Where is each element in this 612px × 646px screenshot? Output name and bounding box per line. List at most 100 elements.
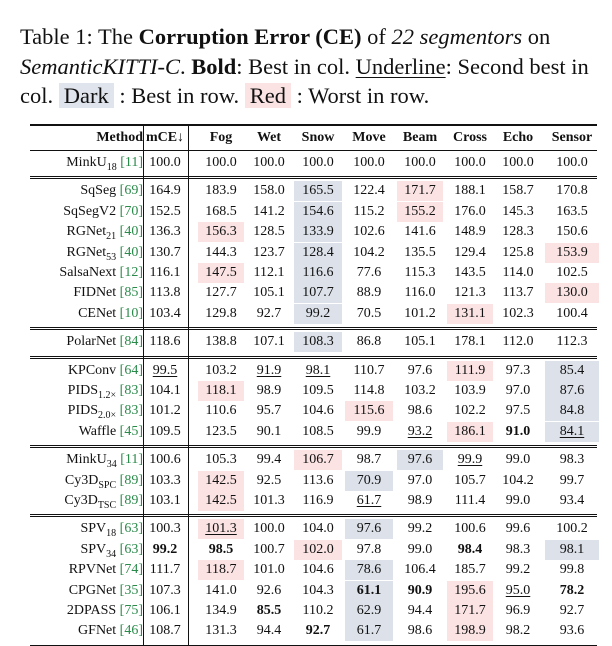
table-rule bbox=[30, 124, 597, 126]
citation-link[interactable]: [63] bbox=[119, 541, 143, 557]
ce-value: 90.9 bbox=[407, 582, 433, 598]
ce-value: 110.6 bbox=[205, 403, 237, 419]
ce-value: 130.0 bbox=[545, 283, 599, 304]
ce-value: 115.6 bbox=[345, 401, 393, 422]
ce-value: 186.1 bbox=[447, 421, 493, 442]
ce-value: 148.9 bbox=[454, 224, 486, 240]
citation-link[interactable]: [40] bbox=[119, 244, 143, 260]
ce-value: 123.5 bbox=[205, 423, 237, 439]
citation-link[interactable]: [83] bbox=[119, 383, 143, 398]
citation-link[interactable]: [63] bbox=[119, 521, 143, 537]
ce-value: 61.7 bbox=[356, 493, 382, 508]
method-name: Cy3DSPC [89] bbox=[64, 472, 143, 491]
ce-value: 100.7 bbox=[253, 541, 285, 557]
ce-value: 113.6 bbox=[302, 472, 334, 488]
citation-link[interactable]: [70] bbox=[119, 203, 143, 219]
ce-value: 110.7 bbox=[353, 362, 385, 378]
citation-link[interactable]: [83] bbox=[119, 403, 143, 419]
ce-value: 158.7 bbox=[502, 183, 534, 199]
ce-value: 98.1 bbox=[305, 362, 331, 378]
ce-value: 135.5 bbox=[404, 244, 436, 260]
method-name: RGNet21 [40] bbox=[66, 224, 144, 242]
mce-value: 103.3 bbox=[149, 472, 181, 488]
citation-link[interactable]: [46] bbox=[119, 623, 143, 639]
citation-link[interactable]: [75] bbox=[119, 603, 143, 618]
mce-value: 100.3 bbox=[149, 521, 181, 537]
ce-value: 156.3 bbox=[198, 222, 244, 243]
ce-value: 128.3 bbox=[502, 224, 534, 240]
ce-value: 163.5 bbox=[556, 203, 588, 219]
table-row: 2DPASS [75] 106.1 134.9 85.5 110.2 62.9 94.4 17… bbox=[30, 601, 597, 621]
table-row: RGNet53 [40] 130.7 144.3 123.7 128.4 104.2 135… bbox=[30, 242, 599, 263]
ce-value: 168.5 bbox=[205, 203, 237, 219]
mce-value: 103.1 bbox=[149, 493, 181, 508]
table-row: SPV34 [63] 99.2 98.5 100.7 102.0 97.8 99.0 98.4… bbox=[30, 539, 599, 560]
method-name: KPConv [64] bbox=[67, 362, 143, 378]
ce-value: 92.7 bbox=[559, 603, 585, 618]
mce-value: 108.7 bbox=[149, 623, 181, 639]
table-row: RPVNet [74] 111.7 118.7 101.0 104.6 78.6 106.4… bbox=[30, 560, 597, 581]
citation-link[interactable]: [10] bbox=[119, 305, 143, 321]
citation-link[interactable]: [45] bbox=[119, 423, 143, 439]
citation-link[interactable]: [89] bbox=[119, 472, 143, 488]
ce-value: 110.2 bbox=[302, 603, 334, 618]
ce-value: 171.7 bbox=[447, 601, 493, 621]
ce-value: 155.2 bbox=[397, 201, 443, 222]
citation-link[interactable]: [84] bbox=[119, 334, 143, 350]
table-rule bbox=[30, 329, 597, 331]
ce-value: 150.6 bbox=[556, 224, 588, 240]
ce-value: 99.9 bbox=[356, 423, 382, 439]
ce-value: 131.1 bbox=[447, 303, 493, 324]
ce-value: 105.1 bbox=[253, 285, 285, 301]
citation-link[interactable]: [11] bbox=[120, 155, 143, 170]
mce-value: 113.8 bbox=[149, 285, 181, 301]
ce-value: 92.5 bbox=[256, 472, 282, 488]
method-name: FIDNet [85] bbox=[73, 285, 143, 301]
ce-value: 98.3 bbox=[505, 541, 531, 557]
citation-link[interactable]: [35] bbox=[119, 582, 143, 598]
ce-value: 112.3 bbox=[556, 334, 588, 350]
ce-value: 98.5 bbox=[208, 541, 234, 557]
column-separator bbox=[188, 124, 189, 645]
ce-value: 107.7 bbox=[294, 283, 342, 304]
citation-link[interactable]: [85] bbox=[119, 285, 143, 301]
ce-value: 104.0 bbox=[302, 521, 334, 537]
ce-value: 99.4 bbox=[256, 452, 282, 468]
ce-value: 142.5 bbox=[198, 491, 244, 511]
citation-link[interactable]: [12] bbox=[119, 265, 143, 280]
table-row: PolarNet [84] 118.6 138.8 107.1 108.3 86.8 105… bbox=[30, 332, 597, 353]
ce-value: 103.2 bbox=[205, 362, 237, 378]
citation-link[interactable]: [74] bbox=[119, 562, 143, 578]
method-name: SalsaNext [12] bbox=[59, 265, 143, 280]
table-rule bbox=[30, 178, 597, 180]
ce-value: 91.9 bbox=[256, 362, 282, 378]
column-header: Fog bbox=[209, 130, 233, 145]
ce-value: 107.1 bbox=[253, 334, 285, 350]
ce-value: 98.9 bbox=[407, 493, 433, 508]
ce-value: 128.5 bbox=[253, 224, 285, 240]
method-name: SqSegV2 [70] bbox=[63, 203, 143, 219]
ce-value: 127.7 bbox=[205, 285, 237, 301]
table-rule bbox=[30, 150, 597, 151]
citation-link[interactable]: [64] bbox=[119, 362, 143, 378]
ce-value: 118.7 bbox=[198, 560, 244, 581]
ce-value: 102.3 bbox=[502, 305, 534, 321]
ce-value: 183.9 bbox=[205, 183, 237, 199]
citation-link[interactable]: [11] bbox=[120, 452, 143, 468]
table-rule bbox=[30, 514, 597, 516]
ce-value: 100.0 bbox=[556, 155, 588, 170]
mce-value: 99.5 bbox=[152, 362, 178, 378]
ce-value: 102.2 bbox=[454, 403, 486, 419]
citation-link[interactable]: [40] bbox=[119, 224, 143, 240]
method-name: PIDS1.2× [83] bbox=[67, 383, 143, 401]
method-name: SPV34 [63] bbox=[80, 541, 143, 560]
ce-value: 100.0 bbox=[302, 155, 334, 170]
ce-value: 104.6 bbox=[302, 562, 334, 578]
ce-value: 97.5 bbox=[505, 403, 531, 419]
column-header: Sensor bbox=[551, 130, 593, 145]
column-header: mCE↓ bbox=[145, 130, 185, 145]
ce-value: 170.8 bbox=[556, 183, 588, 199]
ce-value: 141.2 bbox=[253, 203, 285, 219]
citation-link[interactable]: [89] bbox=[119, 493, 143, 508]
citation-link[interactable]: [69] bbox=[119, 183, 143, 199]
